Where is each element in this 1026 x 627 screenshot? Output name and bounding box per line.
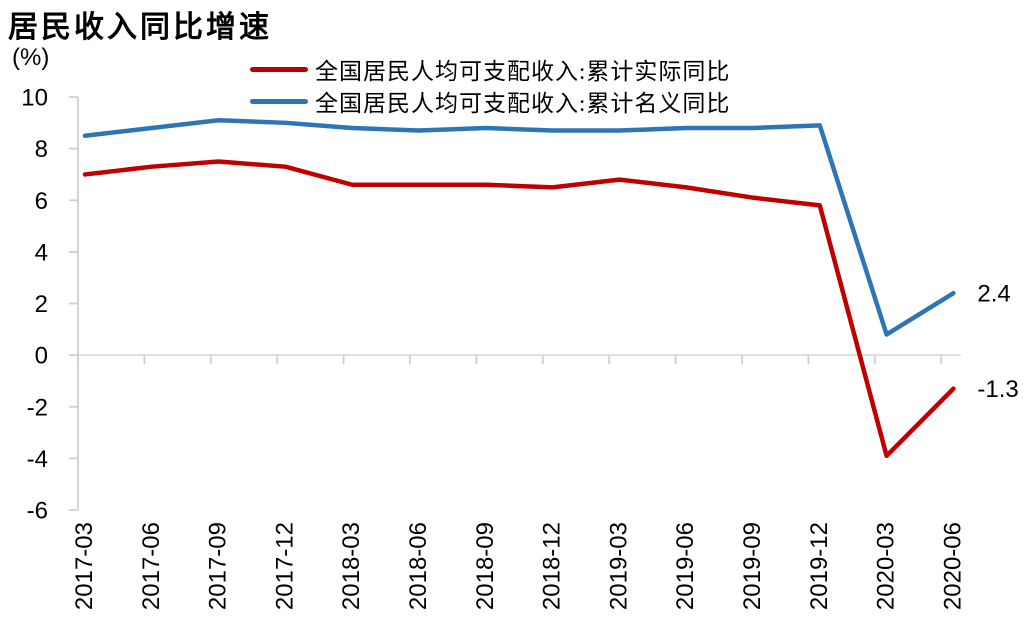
x-tick-label: 2017-06: [138, 522, 165, 610]
y-tick-label: 10: [21, 85, 48, 112]
x-tick-label: 2018-09: [472, 522, 499, 610]
x-tick-label: 2017-12: [271, 522, 298, 610]
x-tick-label: 2019-03: [605, 522, 632, 610]
y-tick-label: -2: [27, 394, 48, 421]
x-tick-label: 2018-06: [405, 522, 432, 610]
x-tick-label: 2019-06: [672, 522, 699, 610]
series-line-1: [82, 117, 956, 337]
y-tick-label: 8: [35, 136, 48, 163]
series-end-value-label-1: 2.4: [977, 281, 1010, 308]
y-axis-unit-label: (%): [12, 44, 50, 71]
legend: 全国居民人均可支配收入:累计实际同比 全国居民人均可支配收入:累计名义同比: [250, 53, 730, 117]
legend-item-nominal: 全国居民人均可支配收入:累计名义同比: [250, 85, 730, 117]
x-tick-label: 2020-03: [873, 522, 900, 610]
x-tick-label: 2018-12: [539, 522, 566, 610]
legend-label-nominal: 全国居民人均可支配收入:累计名义同比: [315, 91, 731, 116]
y-tick-label: 2: [35, 291, 48, 318]
series-end-value-label-0: -1.3: [977, 376, 1018, 403]
chart-title: 居民收入同比增速: [8, 11, 272, 44]
x-tick-label: 2019-12: [806, 522, 833, 610]
legend-line-marker-nominal: [250, 98, 308, 104]
x-tick-label: 2018-03: [338, 522, 365, 610]
x-tick-label: 2020-06: [939, 522, 966, 610]
y-tick-label: 6: [35, 188, 48, 215]
x-tick-label: 2019-09: [739, 522, 766, 610]
legend-item-real: 全国居民人均可支配收入:累计实际同比: [250, 53, 730, 85]
x-tick-label: 2017-09: [205, 522, 232, 610]
y-tick-label: 4: [35, 239, 48, 266]
legend-label-real: 全国居民人均可支配收入:累计实际同比: [315, 59, 731, 84]
series-line-0: [82, 159, 956, 459]
y-tick-label: -4: [27, 446, 48, 473]
legend-line-marker-real: [250, 66, 308, 72]
y-tick-label: 0: [35, 343, 48, 370]
y-tick-label: -6: [27, 498, 48, 525]
x-tick-label: 2017-03: [71, 522, 98, 610]
